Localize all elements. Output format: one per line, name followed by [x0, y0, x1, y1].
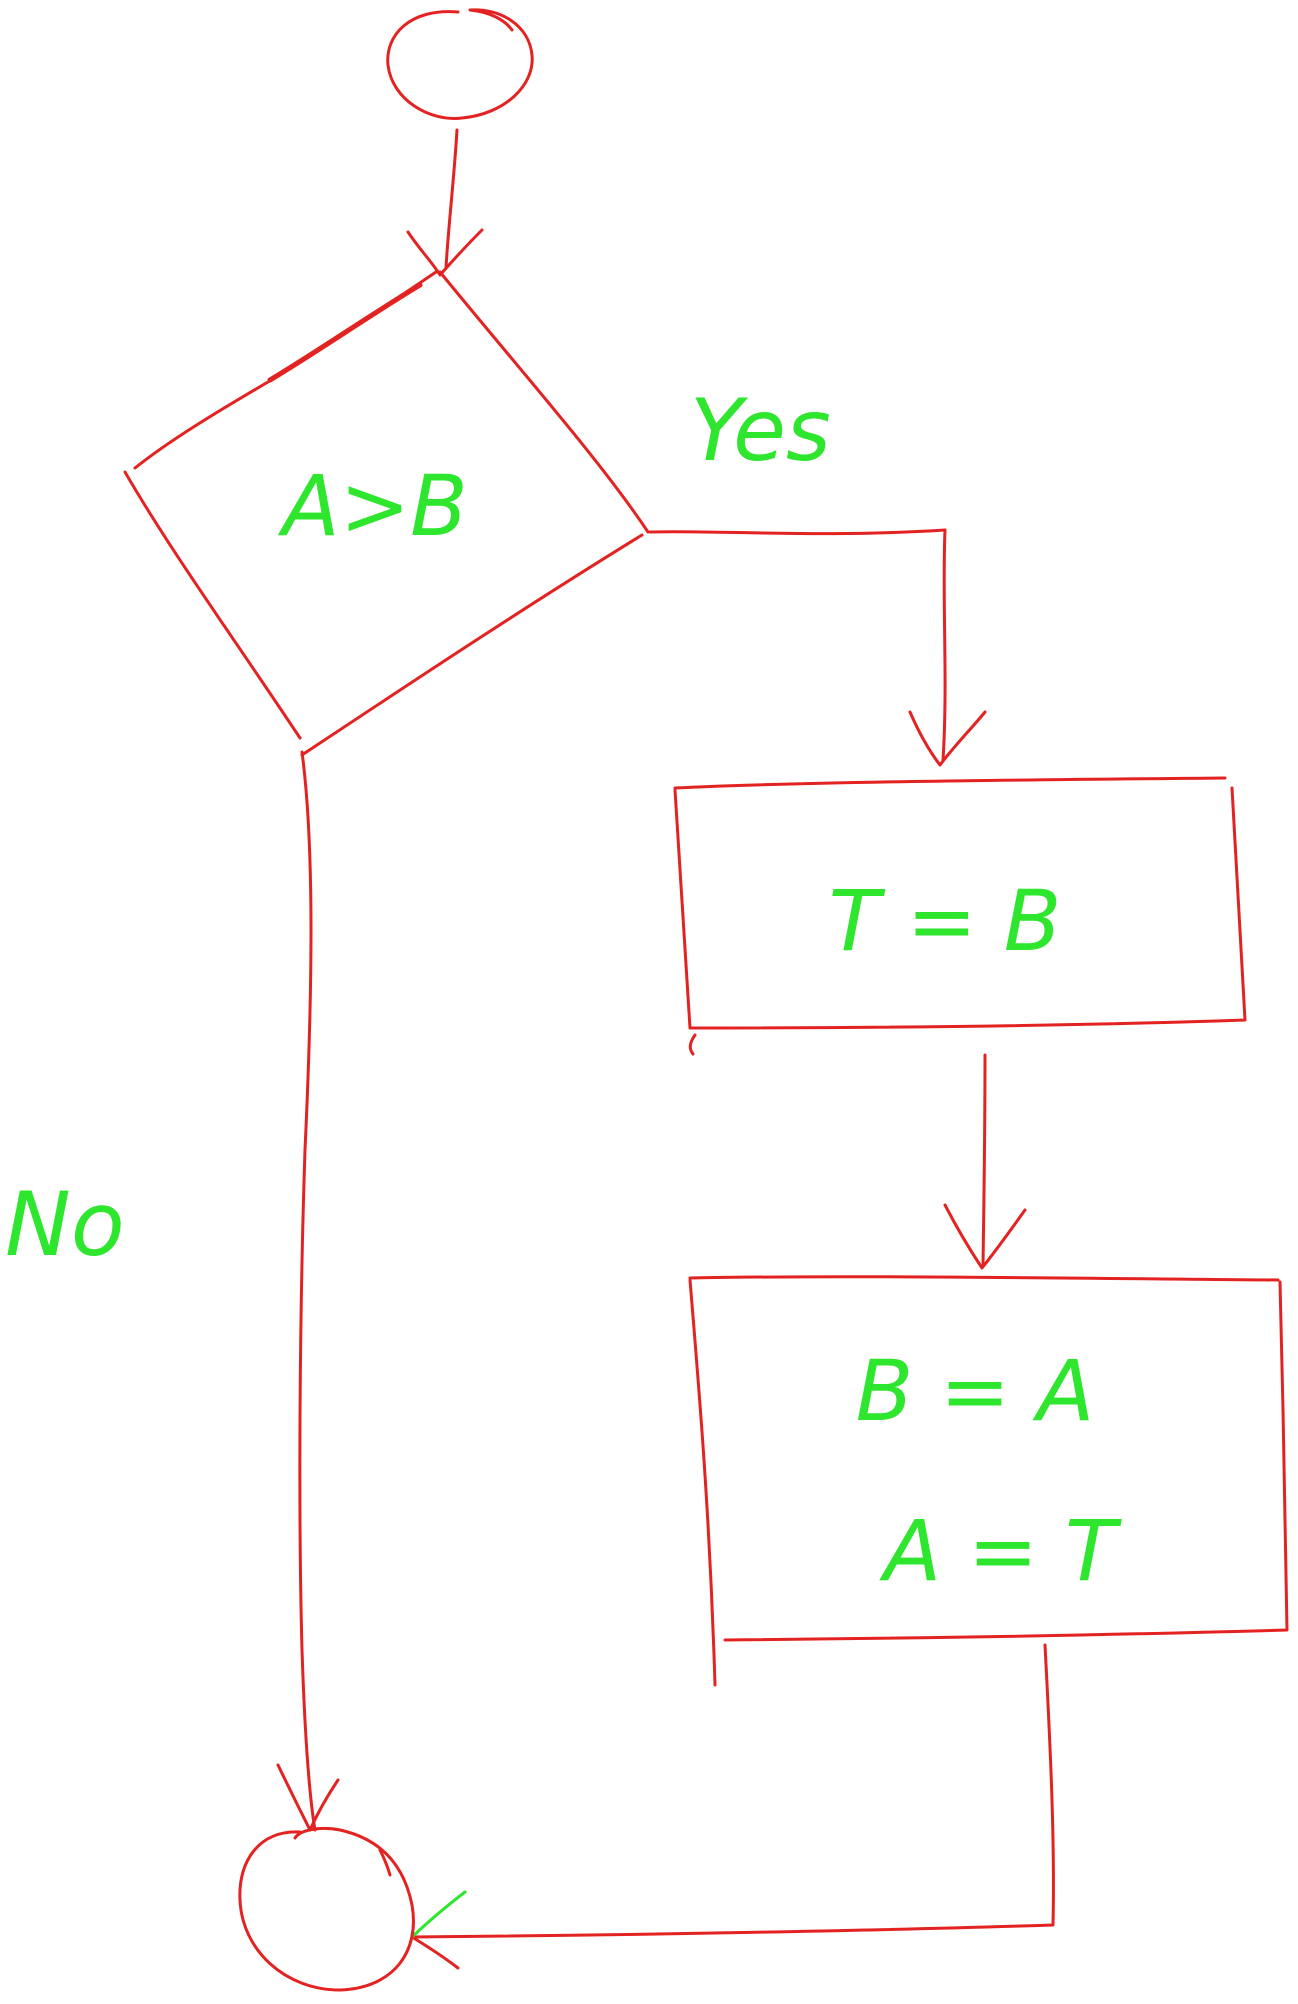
- end-terminator: [238, 1826, 415, 1992]
- arrow-process-1-to-process-2: [943, 1053, 1027, 1270]
- no-label: No: [5, 1173, 125, 1276]
- yes-label: Yes: [690, 381, 831, 481]
- start-terminator: [386, 8, 534, 120]
- process-2-line-1: B = A: [856, 1342, 1095, 1440]
- process-1-box: T = B: [673, 776, 1247, 1056]
- arrow-decision-to-end: [276, 750, 340, 1832]
- process-1-label: T = B: [829, 872, 1062, 970]
- decision-diamond: A>B: [123, 270, 650, 757]
- process-2-box: B = A A = T: [688, 1275, 1289, 1687]
- arrow-decision-to-process-1: [648, 528, 987, 767]
- arrow-start-to-decision: [406, 128, 484, 277]
- arrow-process-2-to-end: [410, 1643, 1055, 1970]
- process-2-line-2: A = T: [879, 1502, 1122, 1600]
- decision-label: A>B: [277, 457, 467, 555]
